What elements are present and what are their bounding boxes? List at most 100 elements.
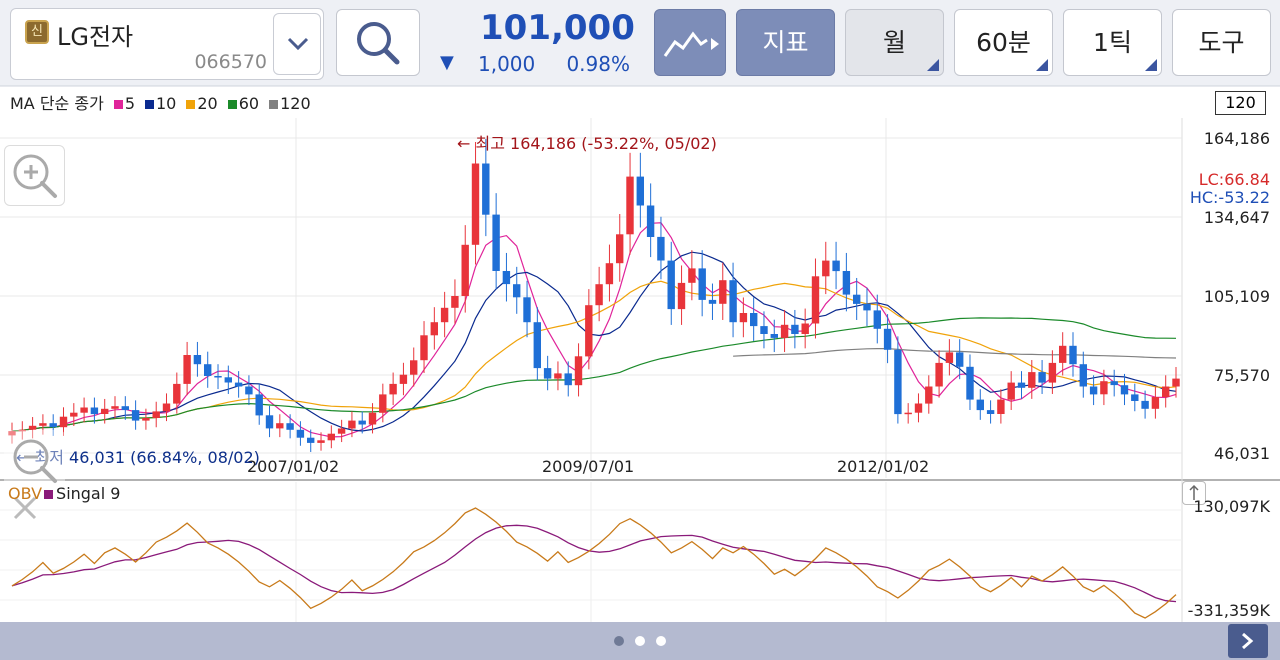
candle	[317, 440, 325, 443]
candle	[255, 394, 263, 416]
x-tick-label: 2009/07/01	[542, 457, 635, 476]
candles	[8, 138, 1180, 452]
search-button[interactable]	[336, 9, 420, 76]
candle	[976, 399, 984, 411]
tick-button[interactable]: 1틱	[1063, 9, 1162, 76]
ma-period-input[interactable]: 120	[1215, 91, 1266, 115]
candle	[337, 428, 346, 434]
y-tick-label: 46,031	[1214, 444, 1270, 463]
candle	[1038, 372, 1046, 383]
lc-label: LC:66.84	[1198, 170, 1270, 189]
candle	[986, 410, 995, 414]
candle	[801, 323, 809, 334]
candle	[1017, 382, 1026, 388]
page-dot[interactable]	[635, 636, 645, 646]
ma10-swatch	[145, 99, 154, 109]
tick-label: 1틱	[1093, 28, 1132, 57]
candle	[853, 294, 861, 304]
candle	[667, 260, 675, 310]
candle	[131, 410, 140, 421]
candle	[1079, 364, 1087, 387]
candle	[224, 377, 232, 383]
candle	[863, 303, 871, 311]
candle	[585, 305, 593, 357]
interval-button[interactable]: 60분	[954, 9, 1053, 76]
candle	[1048, 362, 1057, 383]
candle	[605, 263, 614, 285]
candle	[770, 334, 778, 338]
stock-selector[interactable]: 신 LG전자 066570	[10, 8, 324, 80]
candle	[482, 163, 490, 215]
close-icon[interactable]	[10, 493, 40, 523]
candle	[327, 433, 335, 441]
candle	[842, 271, 851, 295]
candle	[883, 328, 892, 350]
obv-line	[11, 507, 1177, 619]
zoom-out-button[interactable]	[4, 430, 65, 491]
candle	[410, 360, 418, 375]
candle	[162, 403, 171, 412]
candle	[595, 284, 603, 306]
corner-marker	[1145, 59, 1157, 71]
candle	[142, 418, 150, 421]
chart-type-button[interactable]	[654, 9, 726, 76]
candle	[554, 373, 562, 379]
signal-label: Singal 9	[56, 484, 121, 503]
candle	[1162, 386, 1170, 397]
candle	[121, 406, 129, 411]
search-icon	[357, 22, 400, 65]
ma60-swatch	[227, 99, 237, 109]
ma10-line	[11, 251, 1177, 432]
candle	[873, 310, 881, 329]
candle	[791, 324, 799, 334]
candle	[1141, 400, 1149, 409]
candle	[688, 268, 696, 283]
indicator-button[interactable]: 지표	[736, 9, 835, 76]
page-dot[interactable]	[614, 636, 624, 646]
obv-legend: OBV Singal 9	[8, 484, 120, 503]
zoom-in-button[interactable]	[4, 145, 65, 206]
candle	[523, 297, 531, 323]
obv-chart	[11, 507, 1177, 619]
ma60-label: 60	[238, 94, 260, 113]
corner-marker	[1036, 59, 1048, 71]
candle	[461, 244, 469, 296]
updown-arrow-icon	[1189, 484, 1199, 500]
candle	[440, 307, 449, 323]
candle	[152, 411, 160, 418]
candle	[677, 282, 686, 310]
candle	[935, 362, 943, 387]
candle	[101, 408, 109, 414]
candle	[28, 425, 37, 430]
candle	[760, 326, 768, 334]
candle	[708, 299, 717, 304]
ma5-label: 5	[124, 94, 135, 113]
candle	[492, 214, 500, 271]
candle	[894, 349, 902, 415]
period-button[interactable]: 월	[845, 9, 944, 76]
tools-button[interactable]: 도구	[1172, 9, 1271, 76]
panel-resize-button[interactable]	[1182, 481, 1206, 505]
line-chart-icon	[663, 31, 719, 57]
page-dot[interactable]	[656, 636, 666, 646]
next-button[interactable]	[1228, 624, 1268, 658]
candle	[543, 368, 552, 379]
candle	[657, 236, 665, 261]
ma-legend-prefix: MA 단순 종가	[10, 94, 104, 113]
candle	[698, 268, 706, 300]
candle	[296, 429, 305, 438]
credit-badge: 신	[25, 20, 49, 44]
candle	[111, 406, 119, 409]
stock-dropdown-button[interactable]	[273, 13, 321, 75]
candle	[1089, 386, 1098, 395]
ma60-line	[11, 317, 1177, 432]
candle	[420, 335, 428, 361]
candle	[389, 383, 397, 395]
candle	[90, 407, 99, 415]
zoom-in-icon	[13, 154, 57, 198]
candle	[368, 412, 377, 425]
down-arrow-icon: ▼	[440, 52, 454, 73]
obv-max-label: 130,097K	[1193, 497, 1270, 516]
ma5-swatch	[113, 99, 123, 109]
